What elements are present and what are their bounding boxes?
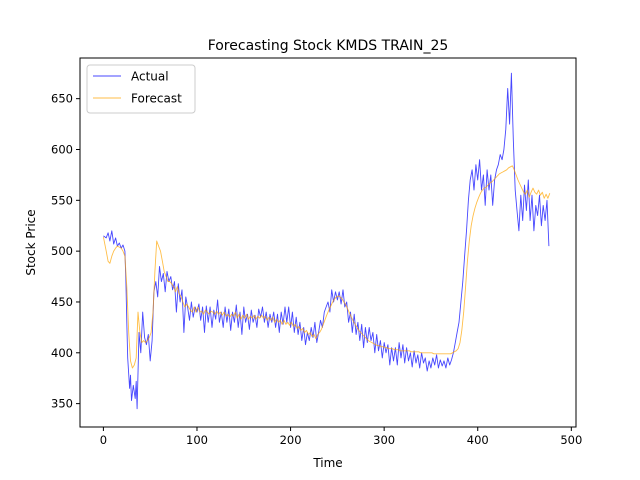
y-tick-label: 350: [51, 397, 73, 411]
x-tick-label: 100: [186, 433, 208, 447]
x-axis-label: Time: [312, 456, 342, 470]
legend-label-actual: Actual: [131, 70, 169, 84]
y-tick-label: 450: [51, 295, 73, 309]
axes-frame: [79, 57, 577, 428]
x-tick-label: 200: [280, 433, 302, 447]
y-tick-label: 500: [51, 244, 73, 258]
y-tick-label: 650: [51, 92, 73, 106]
x-tick-label: 300: [373, 433, 395, 447]
legend: Actual Forecast: [86, 64, 196, 114]
y-axis: 350 400 450 500 550 600 650: [51, 92, 80, 411]
y-tick-label: 600: [51, 142, 73, 156]
legend-box: [86, 64, 196, 114]
x-tick-label: 500: [560, 433, 582, 447]
y-tick-label: 400: [51, 346, 73, 360]
y-axis-label: Stock Price: [24, 209, 38, 275]
chart-title: Forecasting Stock KMDS TRAIN_25: [208, 38, 449, 54]
y-tick-label: 550: [51, 193, 73, 207]
x-tick-label: 0: [100, 433, 107, 447]
series-layer: [102, 72, 551, 410]
x-axis: 0 100 200 300 400 500: [100, 427, 582, 447]
plot-area: [79, 57, 577, 428]
x-tick-label: 400: [467, 433, 489, 447]
series-line-forecast: [102, 165, 551, 369]
legend-label-forecast: Forecast: [131, 92, 182, 106]
